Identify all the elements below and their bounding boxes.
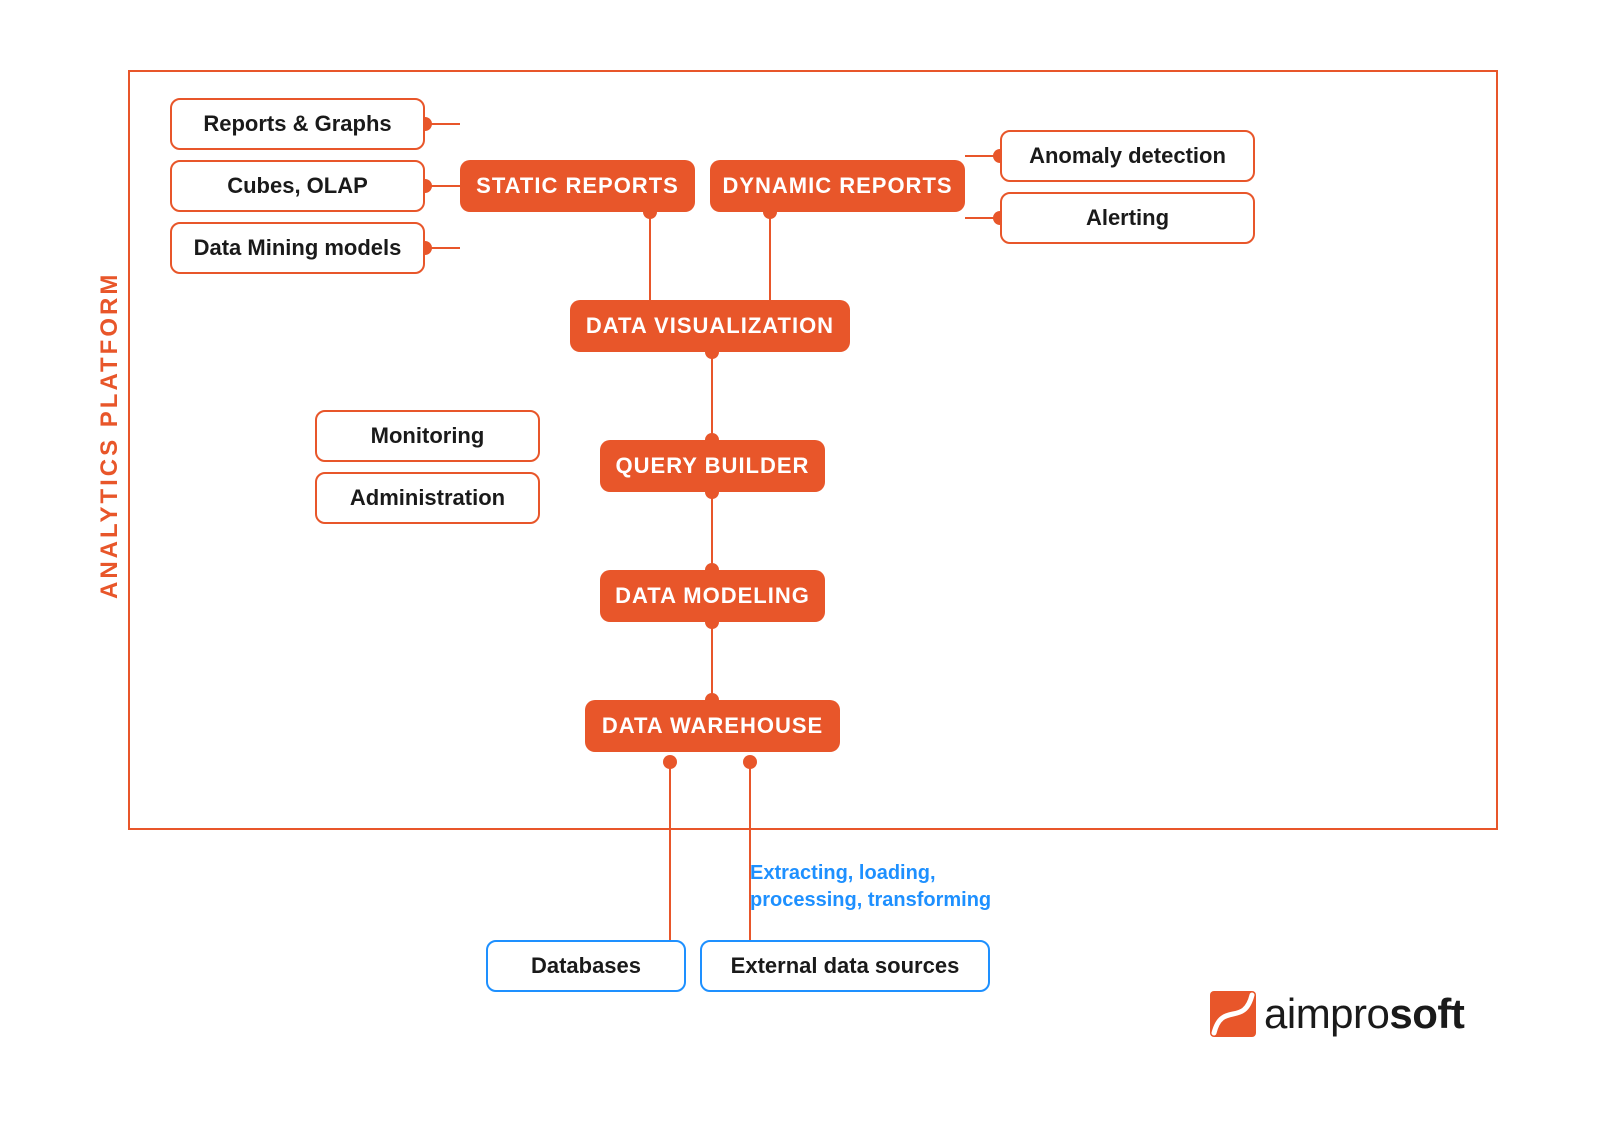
node-mining: Data Mining models	[170, 222, 425, 274]
node-rg: Reports & Graphs	[170, 98, 425, 150]
brand-logo: aimprosoft	[1210, 990, 1464, 1038]
platform-frame-title: ANALYTICS PLATFORM	[96, 299, 124, 599]
connector-dot	[743, 755, 757, 769]
node-db: Databases	[486, 940, 686, 992]
node-alert: Alerting	[1000, 192, 1255, 244]
node-dwh: DATA WAREHOUSE	[585, 700, 840, 752]
connector-line	[711, 492, 713, 570]
connector-line	[711, 622, 713, 700]
connector-dot	[663, 755, 677, 769]
etl-annotation: Extracting, loading, processing, transfor…	[750, 860, 991, 914]
node-anom: Anomaly detection	[1000, 130, 1255, 182]
node-model: DATA MODELING	[600, 570, 825, 622]
etl-line1: Extracting, loading,	[750, 862, 936, 884]
node-static: STATIC REPORTS	[460, 160, 695, 212]
node-dynamic: DYNAMIC REPORTS	[710, 160, 965, 212]
connector-line	[649, 212, 651, 300]
node-dataviz: DATA VISUALIZATION	[570, 300, 850, 352]
node-cubes: Cubes, OLAP	[170, 160, 425, 212]
logo-text: aimprosoft	[1264, 990, 1464, 1038]
connector-line	[711, 352, 713, 440]
node-mon: Monitoring	[315, 410, 540, 462]
etl-line2: processing, transforming	[750, 889, 991, 911]
connector-line	[669, 762, 671, 940]
node-admin: Administration	[315, 472, 540, 524]
node-ext: External data sources	[700, 940, 990, 992]
node-query: QUERY BUILDER	[600, 440, 825, 492]
diagram-canvas: ANALYTICS PLATFORM STATIC REPORTS DYNAMIC …	[90, 70, 1510, 1041]
logo-mark-icon	[1210, 991, 1256, 1037]
connector-line	[769, 212, 771, 300]
